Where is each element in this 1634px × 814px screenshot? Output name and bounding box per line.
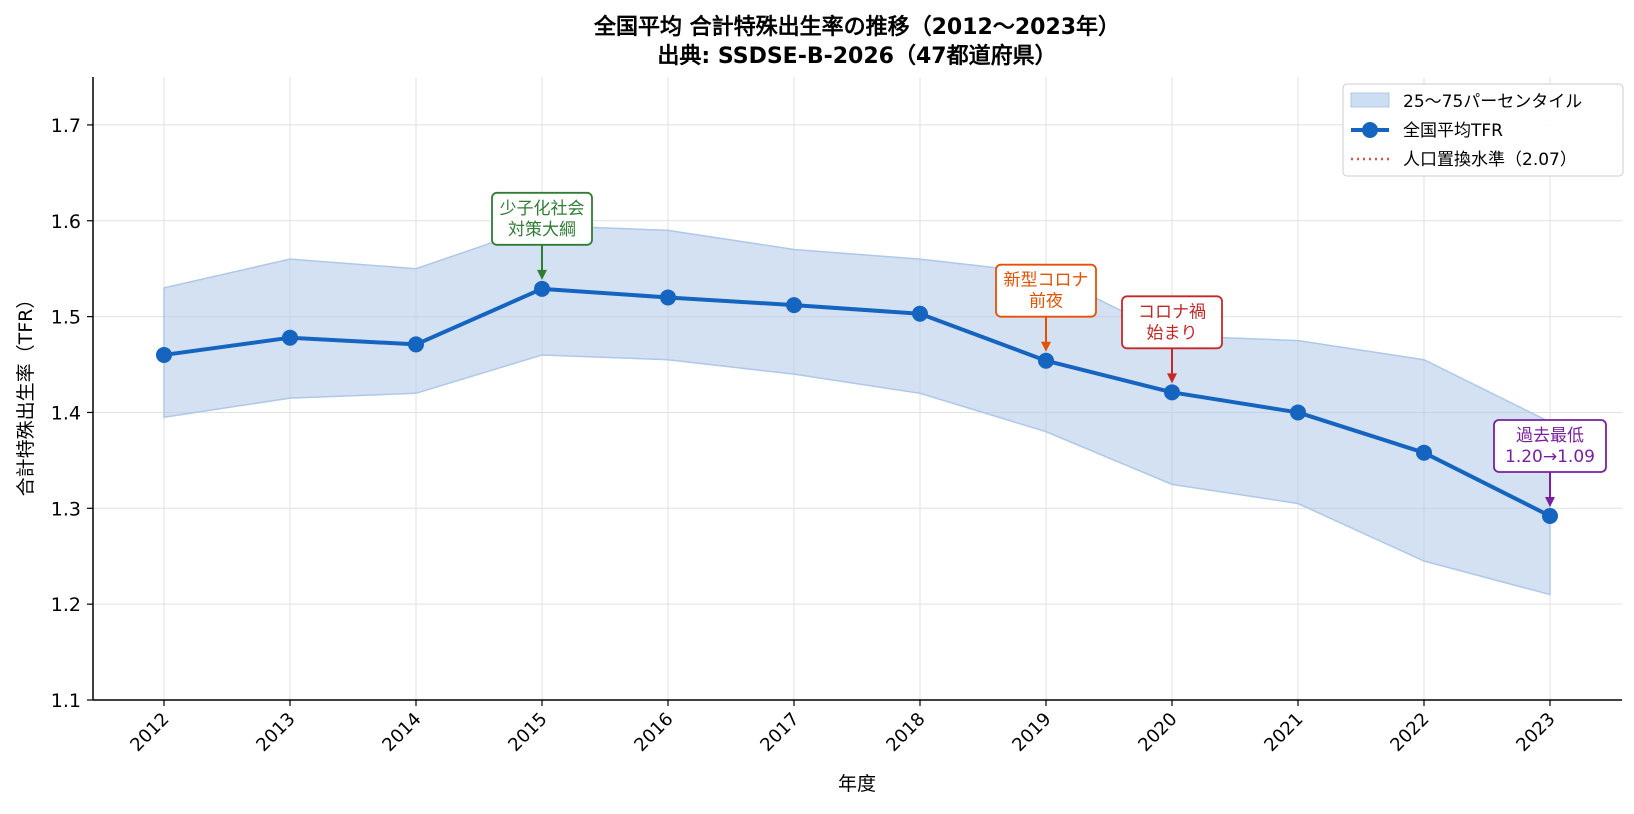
y-tick-label: 1.5	[51, 307, 81, 329]
annotation-arrow-head	[1545, 496, 1555, 507]
data-point	[660, 289, 676, 306]
data-point	[1038, 352, 1054, 369]
percentile-band	[163, 224, 1551, 596]
legend-band-swatch	[1350, 92, 1390, 108]
legend-ref-label: 人口置換水準（2.07）	[1403, 150, 1577, 170]
x-tick-label: 2020	[1134, 709, 1181, 756]
data-point	[1164, 384, 1180, 401]
y-tick-label: 1.6	[51, 211, 81, 233]
annotation-text: 新型コロナ	[1004, 271, 1089, 291]
y-tick-label: 1.3	[51, 498, 81, 520]
legend-frame	[1342, 83, 1624, 177]
y-tick-label: 1.7	[51, 115, 81, 137]
data-point	[786, 297, 802, 314]
legend-line-marker	[1362, 122, 1378, 138]
y-tick-label: 1.1	[51, 690, 81, 712]
x-tick-label: 2019	[1008, 709, 1055, 756]
chart-subtitle: 出典: SSDSE-B-2026（47都道府県）	[657, 43, 1056, 69]
annotation-text: 少子化社会	[500, 199, 585, 219]
x-tick-label: 2015	[504, 709, 551, 756]
series-group	[156, 280, 1558, 524]
axes	[92, 77, 1622, 701]
annotation-arrow-head	[1041, 341, 1051, 352]
annotation-text: 始まり	[1147, 323, 1198, 343]
data-point	[1416, 444, 1432, 461]
data-point	[156, 346, 172, 363]
data-point	[534, 280, 550, 297]
x-tick-label: 2017	[756, 709, 803, 756]
y-axis-label: 合計特殊出生率（TFR）	[15, 290, 37, 497]
annotation-arrow-head	[537, 269, 547, 280]
y-tick-label: 1.2	[51, 594, 81, 616]
x-tick-label: 2022	[1386, 709, 1433, 756]
data-point	[282, 329, 298, 346]
y-ticks: 1.1 1.2 1.3 1.4 1.5 1.6 1.7	[51, 115, 93, 712]
data-point	[1542, 507, 1558, 524]
x-tick-label: 2016	[630, 709, 677, 756]
annotation-arrow-head	[1167, 373, 1177, 384]
x-tick-label: 2014	[378, 709, 425, 756]
x-tick-label: 2018	[882, 709, 929, 756]
annotation-text: コロナ禍	[1138, 302, 1206, 322]
data-point	[912, 305, 928, 322]
x-axis-label: 年度	[838, 773, 876, 795]
x-tick-label: 2021	[1260, 709, 1307, 756]
annotation-text: 過去最低	[1516, 426, 1584, 446]
y-tick-label: 1.4	[51, 402, 81, 424]
legend-band-label: 25〜75パーセンタイル	[1403, 92, 1582, 112]
annotation-text: 1.20→1.09	[1505, 447, 1595, 467]
legend: 25〜75パーセンタイル 全国平均TFR 人口置換水準（2.07）	[1342, 83, 1624, 177]
annotation-text: 前夜	[1029, 292, 1063, 312]
percentile-band-group	[163, 224, 1551, 596]
x-tick-label: 2013	[252, 709, 299, 756]
series-line	[163, 286, 1551, 518]
annotation-text: 対策大綱	[508, 220, 576, 240]
legend-line-label: 全国平均TFR	[1403, 121, 1503, 141]
data-point	[408, 336, 424, 353]
x-tick-label: 2023	[1512, 709, 1559, 756]
x-tick-label: 2012	[126, 709, 173, 756]
data-point	[1290, 404, 1306, 421]
chart-title: 全国平均 合計特殊出生率の推移（2012〜2023年）	[593, 14, 1120, 40]
x-ticks: 2012 2013 2014 2015 2016 2017 2018 2019 2020 2021…	[126, 700, 1560, 756]
